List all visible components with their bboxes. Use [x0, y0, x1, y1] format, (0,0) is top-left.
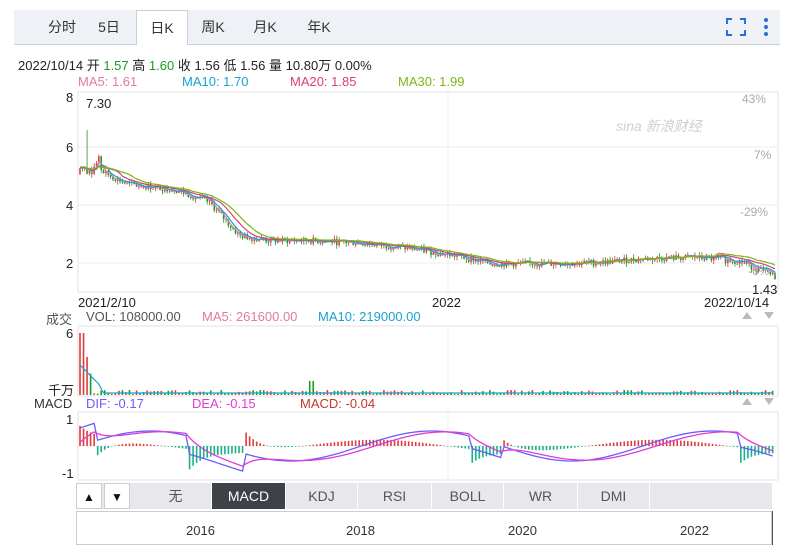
- pct-tick-neg29: -29%: [740, 205, 769, 219]
- triangle-down-icon[interactable]: [764, 398, 774, 405]
- fullscreen-icon[interactable]: [726, 18, 746, 36]
- navigator-year-2016: 2016: [186, 523, 215, 538]
- volume-ma5-label: MA5: 261600.00: [202, 309, 298, 324]
- volume-title: 成交: [46, 312, 73, 327]
- volume-label: 量: [269, 58, 283, 73]
- indicator-boll[interactable]: BOLL: [432, 483, 504, 509]
- min-price-label: 1.43: [752, 282, 778, 297]
- price-panel-frame: [77, 91, 779, 293]
- moving-average-lines: [79, 161, 776, 276]
- indicator-tab-bar: [76, 483, 772, 509]
- time-navigator[interactable]: [76, 511, 772, 545]
- navigator-year-2018: 2018: [346, 523, 375, 538]
- macd-title: MACD: [34, 396, 73, 411]
- low-value: 1.56: [240, 58, 266, 73]
- macd-lines: [79, 422, 773, 472]
- date-mid: 2022: [432, 295, 461, 310]
- volume-bars: [79, 333, 774, 395]
- tab-yearly-k[interactable]: 年K: [307, 19, 331, 35]
- quote-line: 2022/10/14 开 1.57 高 1.60 收 1.56 低 1.56 量…: [18, 55, 372, 74]
- volume-value: 10.80万: [285, 58, 332, 73]
- sina-watermark: sina 新浪财经: [616, 118, 702, 134]
- navigator-year-2020: 2020: [508, 523, 537, 538]
- ma20-label: MA20: 1.85: [290, 74, 357, 89]
- tab-fenshi[interactable]: 分时: [48, 19, 76, 35]
- macd-dea-label: DEA: -0.15: [192, 396, 256, 411]
- price-tick-8: 8: [66, 90, 74, 105]
- max-price-label: 7.30: [86, 96, 112, 111]
- macd-value-label: MACD: -0.04: [300, 396, 376, 411]
- price-tick-6: 6: [66, 140, 74, 155]
- volume-tick-6: 6: [66, 326, 74, 341]
- open-label: 开: [86, 58, 100, 73]
- indicator-kdj[interactable]: KDJ: [286, 483, 358, 509]
- price-gridlines: [78, 92, 778, 292]
- low-label: 低: [223, 58, 237, 73]
- macd-histogram: [79, 425, 774, 470]
- triangle-up-icon[interactable]: [742, 398, 752, 405]
- indicator-rsi[interactable]: RSI: [358, 483, 432, 509]
- macd-tick-neg1: -1: [62, 466, 74, 481]
- close-value: 1.56: [194, 58, 220, 73]
- high-label: 高: [132, 58, 146, 73]
- ma10-label: MA10: 1.70: [182, 74, 249, 89]
- date-start: 2021/2/10: [78, 295, 136, 310]
- scroll-right-button[interactable]: ▼: [104, 483, 130, 509]
- indicator-macd[interactable]: MACD: [212, 483, 286, 509]
- triangle-up-icon[interactable]: [742, 312, 752, 319]
- open-value: 1.57: [103, 58, 129, 73]
- price-tick-4: 4: [66, 198, 74, 213]
- change-value: 0.00%: [334, 58, 372, 73]
- scroll-left-button[interactable]: ▲: [76, 483, 102, 509]
- navigator-year-2022: 2022: [680, 523, 709, 538]
- close-label: 收: [177, 58, 191, 73]
- ma5-label: MA5: 1.61: [78, 74, 138, 89]
- tab-daily-k[interactable]: 日K: [136, 10, 188, 45]
- ma30-label: MA30: 1.99: [398, 74, 465, 89]
- indicator-dmi[interactable]: DMI: [578, 483, 650, 509]
- date-end: 2022/10/14: [704, 295, 770, 310]
- pct-tick-7: 7%: [754, 148, 772, 162]
- macd-tick-1: 1: [66, 412, 74, 427]
- tab-5day[interactable]: 5日: [98, 19, 120, 35]
- indicator-wr[interactable]: WR: [504, 483, 578, 509]
- volume-panel-frame: [77, 325, 779, 397]
- pct-tick-neg6: -6%: [748, 264, 770, 278]
- macd-dif-label: DIF: -0.17: [86, 396, 144, 411]
- volume-unit: 千万: [48, 383, 75, 398]
- tab-monthly-k[interactable]: 月K: [253, 19, 277, 35]
- tab-weekly-k[interactable]: 周K: [201, 19, 225, 35]
- volume-value-label: VOL: 108000.00: [86, 309, 181, 324]
- indicator-none[interactable]: 无: [140, 483, 212, 509]
- quote-date: 2022/10/14: [18, 58, 84, 73]
- high-value: 1.60: [148, 58, 175, 73]
- pct-tick-43: 43%: [742, 92, 767, 106]
- triangle-down-icon[interactable]: [764, 312, 774, 319]
- price-tick-2: 2: [66, 256, 74, 271]
- more-vertical-icon[interactable]: [758, 16, 774, 38]
- volume-ma10-label: MA10: 219000.00: [318, 309, 421, 324]
